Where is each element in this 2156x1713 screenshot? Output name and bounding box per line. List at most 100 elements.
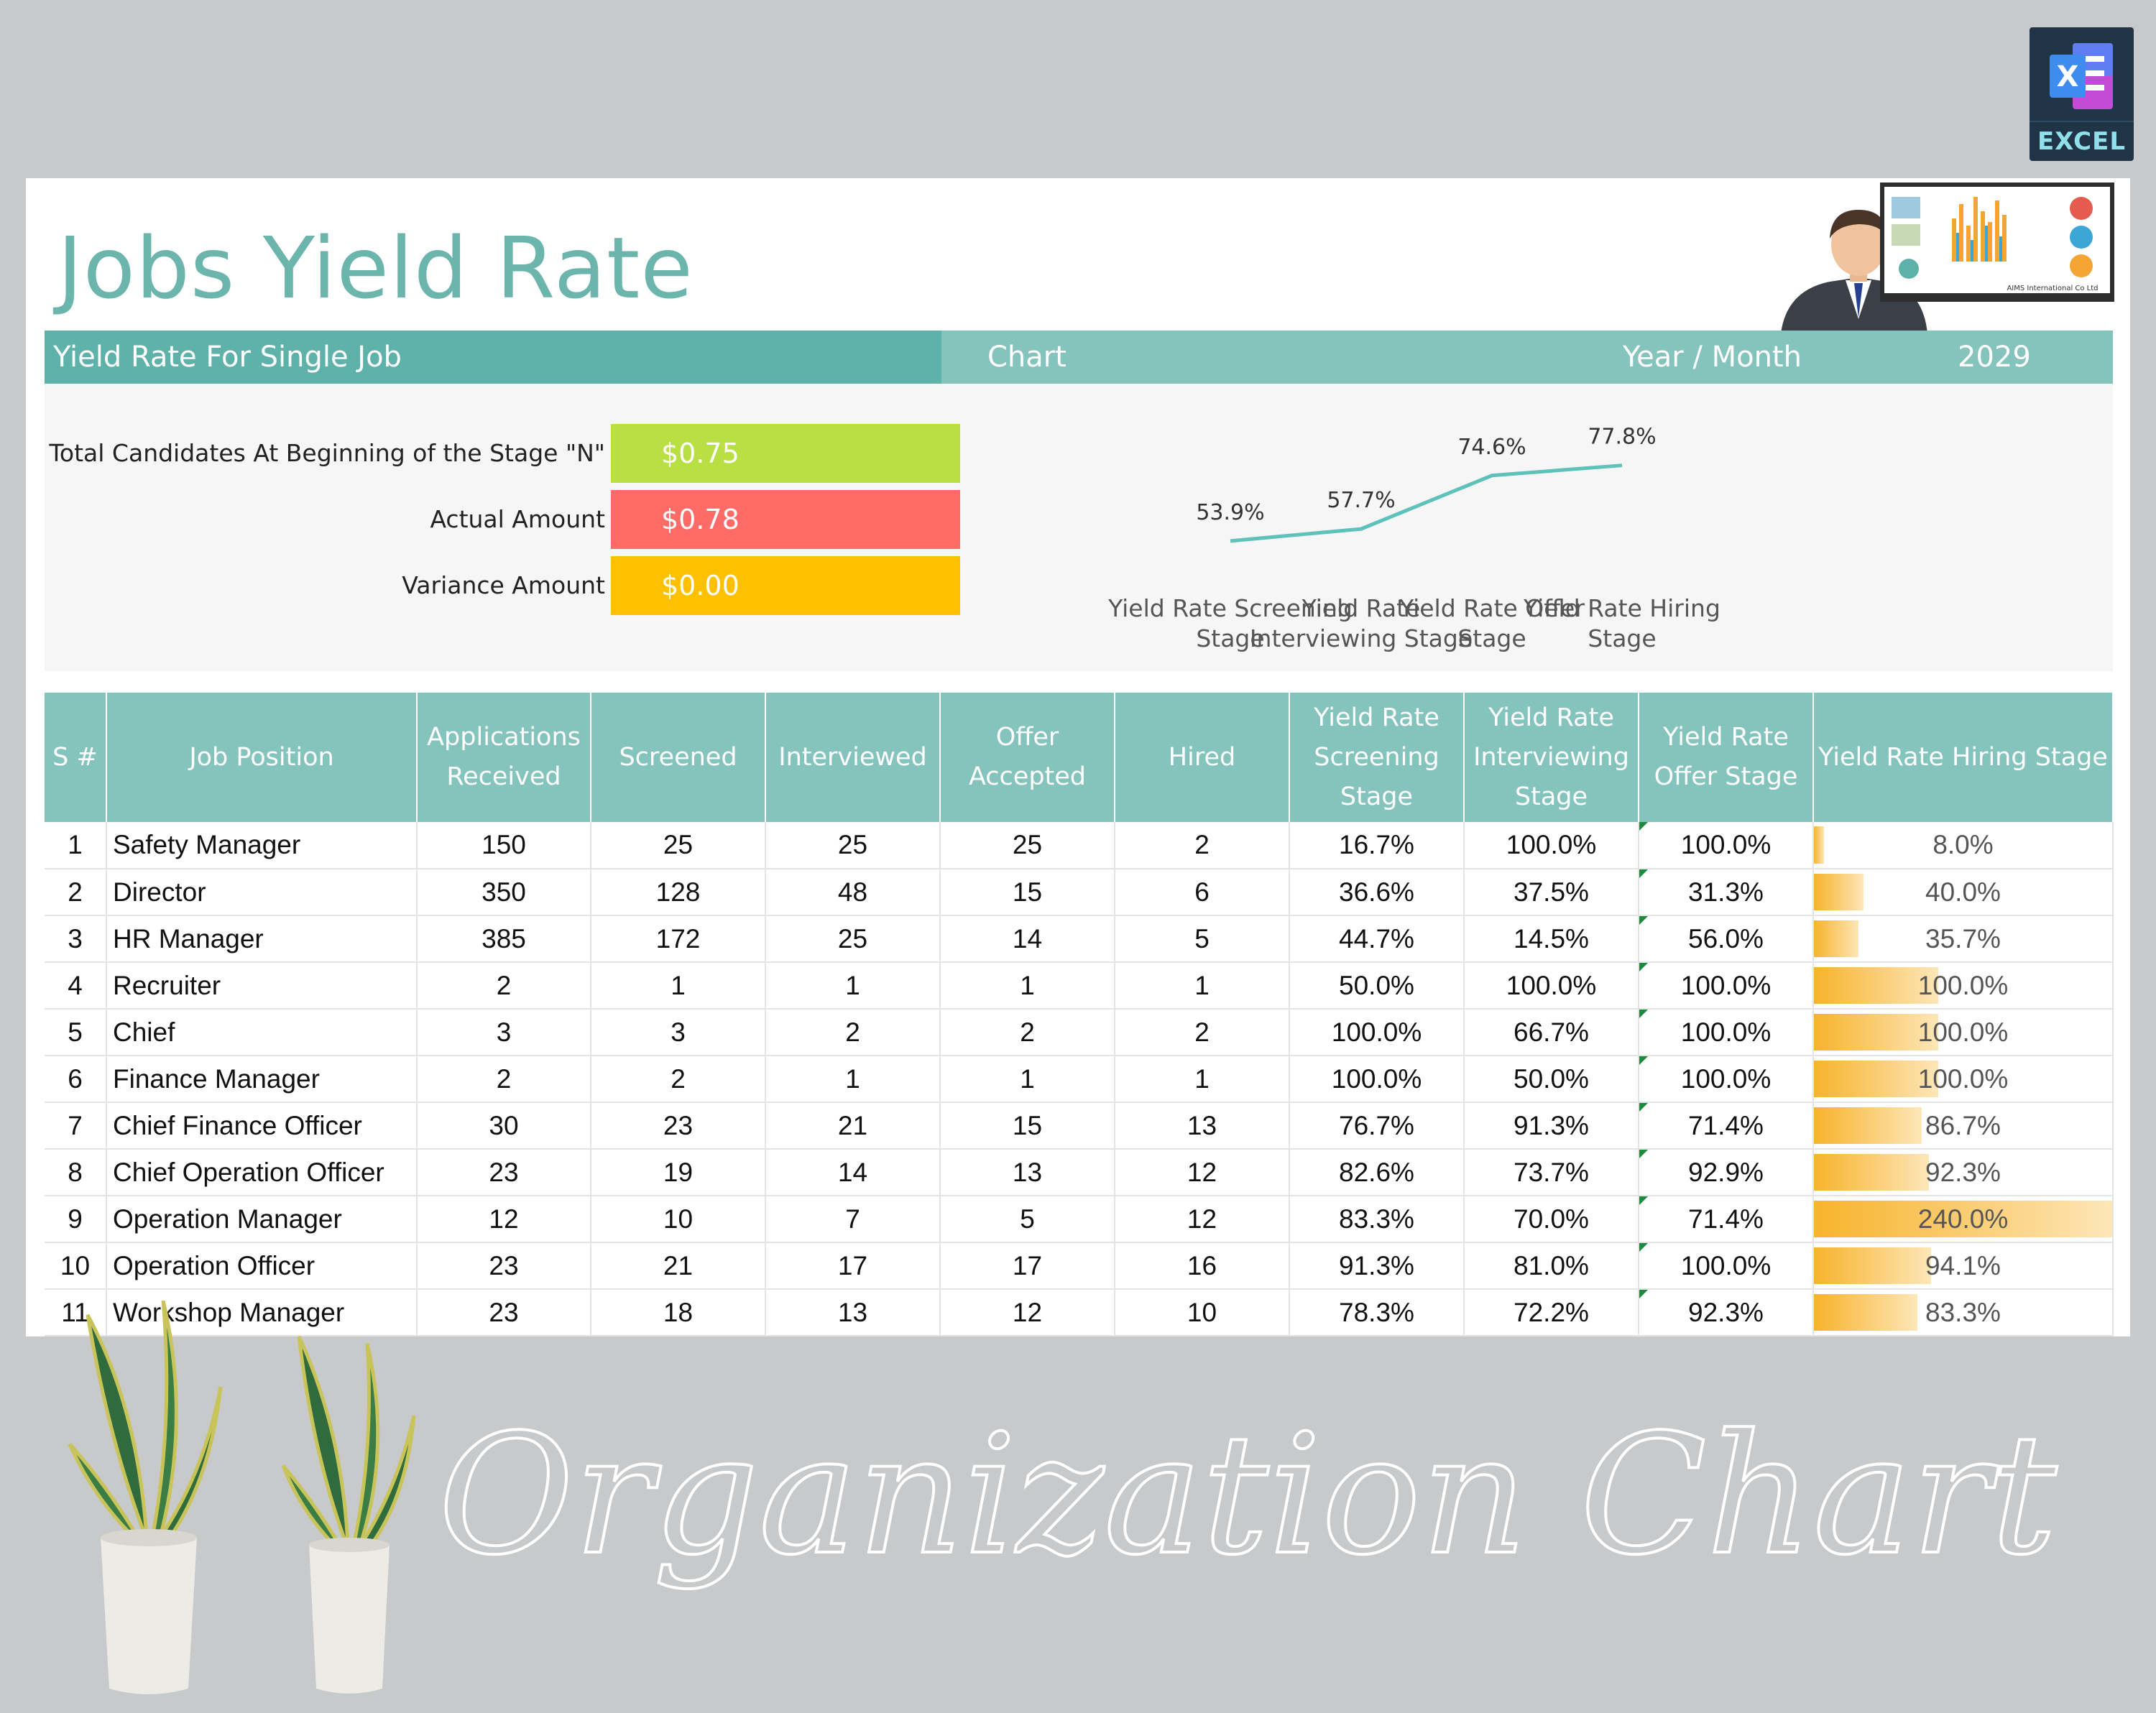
- cell-interviewed[interactable]: 1: [765, 962, 941, 1010]
- cell-applications[interactable]: 3: [417, 1009, 591, 1056]
- column-header[interactable]: Hired: [1115, 693, 1290, 822]
- table-row[interactable]: 2 Director 350 128 48 15 6 36.6% 37.5% 31.3% 40.0%: [45, 869, 2114, 916]
- cell-screened[interactable]: 128: [591, 869, 766, 916]
- cell-applications[interactable]: 23: [417, 1149, 591, 1196]
- cell-position[interactable]: Workshop Manager: [106, 1289, 418, 1336]
- cell-yr-offer[interactable]: 92.3%: [1639, 1289, 1814, 1336]
- cell-yr-hire[interactable]: 94.1%: [1813, 1242, 2114, 1290]
- cell-sn[interactable]: 5: [45, 1009, 107, 1056]
- cell-offer[interactable]: 15: [940, 869, 1115, 916]
- cell-screened[interactable]: 1: [591, 962, 766, 1010]
- cell-applications[interactable]: 2: [417, 962, 591, 1010]
- table-row[interactable]: 3 HR Manager 385 172 25 14 5 44.7% 14.5% 56.0% 35.…: [45, 915, 2114, 963]
- cell-applications[interactable]: 12: [417, 1196, 591, 1243]
- cell-offer[interactable]: 17: [940, 1242, 1115, 1290]
- cell-yr-offer[interactable]: 71.4%: [1639, 1102, 1814, 1150]
- cell-interviewed[interactable]: 7: [765, 1196, 941, 1243]
- cell-applications[interactable]: 350: [417, 869, 591, 916]
- cell-position[interactable]: Chief: [106, 1009, 418, 1056]
- table-row[interactable]: 11 Workshop Manager 23 18 13 12 10 78.3% 72.2% 92…: [45, 1289, 2114, 1336]
- kpi-total-candidates-value[interactable]: $0.75: [611, 424, 960, 483]
- kpi-variance-amount-value[interactable]: $0.00: [611, 556, 960, 615]
- cell-yr-offer[interactable]: 31.3%: [1639, 869, 1814, 916]
- cell-hired[interactable]: 5: [1115, 915, 1290, 963]
- cell-offer[interactable]: 13: [940, 1149, 1115, 1196]
- cell-yr-offer[interactable]: 100.0%: [1639, 1009, 1814, 1056]
- table-row[interactable]: 9 Operation Manager 12 10 7 5 12 83.3% 70.0% 71.4…: [45, 1196, 2114, 1243]
- cell-yr-hire[interactable]: 92.3%: [1813, 1149, 2114, 1196]
- cell-yr-interview[interactable]: 66.7%: [1464, 1009, 1639, 1056]
- cell-yr-hire[interactable]: 100.0%: [1813, 1009, 2114, 1056]
- cell-position[interactable]: Director: [106, 869, 418, 916]
- column-header[interactable]: Interviewed: [765, 693, 941, 822]
- cell-hired[interactable]: 13: [1115, 1102, 1290, 1150]
- cell-position[interactable]: Chief Operation Officer: [106, 1149, 418, 1196]
- cell-sn[interactable]: 3: [45, 915, 107, 963]
- cell-interviewed[interactable]: 1: [765, 1056, 941, 1103]
- cell-position[interactable]: Finance Manager: [106, 1056, 418, 1103]
- cell-yr-interview[interactable]: 91.3%: [1464, 1102, 1639, 1150]
- cell-yr-hire[interactable]: 100.0%: [1813, 1056, 2114, 1103]
- cell-position[interactable]: Safety Manager: [106, 822, 418, 869]
- table-row[interactable]: 7 Chief Finance Officer 30 23 21 15 13 76.7% 91.…: [45, 1102, 2114, 1150]
- column-header[interactable]: Yield Rate Screening Stage: [1289, 693, 1465, 822]
- cell-applications[interactable]: 385: [417, 915, 591, 963]
- cell-offer[interactable]: 2: [940, 1009, 1115, 1056]
- cell-hired[interactable]: 6: [1115, 869, 1290, 916]
- cell-interviewed[interactable]: 25: [765, 915, 941, 963]
- cell-position[interactable]: Recruiter: [106, 962, 418, 1010]
- cell-screened[interactable]: 21: [591, 1242, 766, 1290]
- cell-screened[interactable]: 172: [591, 915, 766, 963]
- cell-yr-interview[interactable]: 100.0%: [1464, 822, 1639, 869]
- table-row[interactable]: 8 Chief Operation Officer 23 19 14 13 12 82.6% 7…: [45, 1149, 2114, 1196]
- cell-yr-offer[interactable]: 100.0%: [1639, 962, 1814, 1010]
- cell-hired[interactable]: 1: [1115, 1056, 1290, 1103]
- cell-position[interactable]: HR Manager: [106, 915, 418, 963]
- cell-sn[interactable]: 6: [45, 1056, 107, 1103]
- cell-position[interactable]: Operation Officer: [106, 1242, 418, 1290]
- table-row[interactable]: 10 Operation Officer 23 21 17 17 16 91.3% 81.0% 1…: [45, 1242, 2114, 1290]
- cell-yr-hire[interactable]: 8.0%: [1813, 822, 2114, 869]
- cell-hired[interactable]: 2: [1115, 1009, 1290, 1056]
- cell-position[interactable]: Chief Finance Officer: [106, 1102, 418, 1150]
- cell-yr-interview[interactable]: 100.0%: [1464, 962, 1639, 1010]
- cell-interviewed[interactable]: 17: [765, 1242, 941, 1290]
- cell-offer[interactable]: 5: [940, 1196, 1115, 1243]
- cell-offer[interactable]: 14: [940, 915, 1115, 963]
- cell-sn[interactable]: 4: [45, 962, 107, 1010]
- cell-sn[interactable]: 11: [45, 1289, 107, 1336]
- cell-yr-interview[interactable]: 81.0%: [1464, 1242, 1639, 1290]
- cell-yr-screen[interactable]: 16.7%: [1289, 822, 1465, 869]
- cell-yr-screen[interactable]: 100.0%: [1289, 1009, 1465, 1056]
- column-header[interactable]: Yield Rate Hiring Stage: [1813, 693, 2114, 822]
- cell-interviewed[interactable]: 2: [765, 1009, 941, 1056]
- cell-yr-hire[interactable]: 100.0%: [1813, 962, 2114, 1010]
- cell-sn[interactable]: 2: [45, 869, 107, 916]
- cell-sn[interactable]: 10: [45, 1242, 107, 1290]
- column-header[interactable]: S #: [45, 693, 107, 822]
- table-row[interactable]: 5 Chief 3 3 2 2 2 100.0% 66.7% 100.0% 100.0%: [45, 1009, 2114, 1056]
- cell-hired[interactable]: 12: [1115, 1196, 1290, 1243]
- cell-yr-screen[interactable]: 44.7%: [1289, 915, 1465, 963]
- cell-yr-hire[interactable]: 35.7%: [1813, 915, 2114, 963]
- cell-screened[interactable]: 18: [591, 1289, 766, 1336]
- cell-applications[interactable]: 2: [417, 1056, 591, 1103]
- cell-screened[interactable]: 2: [591, 1056, 766, 1103]
- cell-offer[interactable]: 1: [940, 1056, 1115, 1103]
- cell-yr-interview[interactable]: 73.7%: [1464, 1149, 1639, 1196]
- cell-screened[interactable]: 10: [591, 1196, 766, 1243]
- cell-hired[interactable]: 2: [1115, 822, 1290, 869]
- cell-interviewed[interactable]: 48: [765, 869, 941, 916]
- cell-screened[interactable]: 23: [591, 1102, 766, 1150]
- cell-offer[interactable]: 25: [940, 822, 1115, 869]
- cell-hired[interactable]: 10: [1115, 1289, 1290, 1336]
- cell-applications[interactable]: 23: [417, 1242, 591, 1290]
- column-header[interactable]: Yield Rate Offer Stage: [1639, 693, 1814, 822]
- cell-yr-offer[interactable]: 100.0%: [1639, 1242, 1814, 1290]
- cell-yr-screen[interactable]: 83.3%: [1289, 1196, 1465, 1243]
- cell-hired[interactable]: 12: [1115, 1149, 1290, 1196]
- cell-yr-hire[interactable]: 40.0%: [1813, 869, 2114, 916]
- cell-yr-interview[interactable]: 72.2%: [1464, 1289, 1639, 1336]
- cell-interviewed[interactable]: 13: [765, 1289, 941, 1336]
- cell-yr-hire[interactable]: 86.7%: [1813, 1102, 2114, 1150]
